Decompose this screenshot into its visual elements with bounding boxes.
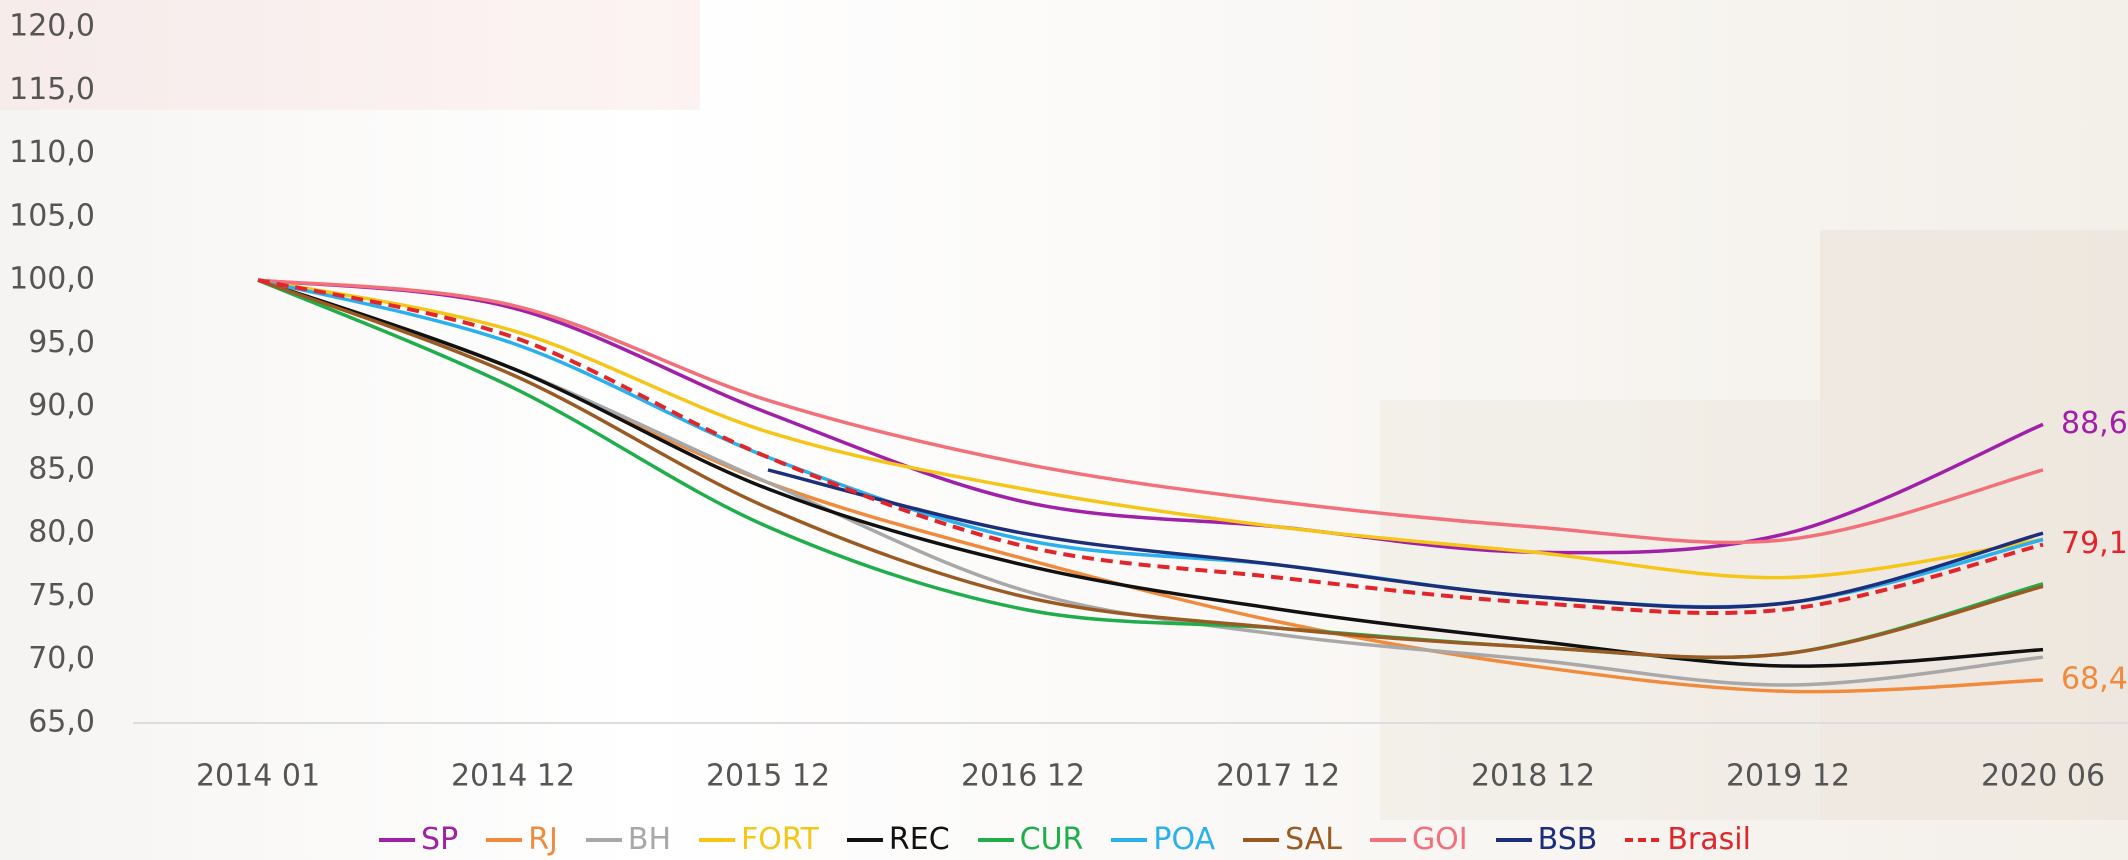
y-tick-label: 85,0 xyxy=(28,451,95,486)
y-tick-label: 110,0 xyxy=(9,135,95,170)
legend-swatch xyxy=(1625,837,1662,842)
legend-label: GOI xyxy=(1411,822,1468,857)
legend-label: BSB xyxy=(1537,822,1598,857)
series-line xyxy=(257,278,2044,580)
x-tick-label: 2018 12 xyxy=(1471,759,1595,794)
background-tint xyxy=(0,0,700,110)
data-label: 68,4 xyxy=(2061,661,2128,696)
y-tick-label: 100,0 xyxy=(9,262,95,297)
y-tick-label: 70,0 xyxy=(28,641,95,676)
data-label: 88,6 xyxy=(2061,406,2128,441)
legend-label: REC xyxy=(888,822,950,857)
data-label: 79,1 xyxy=(2061,526,2128,561)
legend-label: RJ xyxy=(528,822,558,857)
y-tick-label: 80,0 xyxy=(28,515,95,550)
legend-label: CUR xyxy=(1019,822,1084,857)
legend-label: POA xyxy=(1153,822,1216,857)
y-tick-label: 120,0 xyxy=(9,9,95,44)
y-tick-label: 75,0 xyxy=(28,578,95,613)
series-line xyxy=(257,278,2044,545)
x-tick-label: 2020 06 xyxy=(1981,759,2105,794)
legend-swatch xyxy=(585,837,622,842)
background-coins xyxy=(1820,230,2128,820)
legend-item: CUR xyxy=(976,822,1084,857)
y-tick-label: 95,0 xyxy=(28,325,95,360)
y-tick-label: 90,0 xyxy=(28,388,95,423)
x-tick-label: 2014 01 xyxy=(196,759,320,794)
legend: SP RJ BH FORT REC CUR POA SAL GOI BSB Brasil xyxy=(0,822,2128,857)
legend-swatch xyxy=(486,837,523,842)
legend-swatch xyxy=(699,837,736,842)
legend-item: REC xyxy=(845,822,950,857)
series-line xyxy=(257,278,2044,616)
y-tick-label: 65,0 xyxy=(28,705,95,740)
legend-swatch xyxy=(1111,837,1148,842)
legend-item: Brasil xyxy=(1623,822,1751,857)
legend-item: SAL xyxy=(1241,822,1342,857)
legend-label: SAL xyxy=(1285,822,1342,857)
legend-swatch xyxy=(1243,837,1280,842)
legend-item: SP xyxy=(377,822,458,857)
legend-label: BH xyxy=(627,822,672,857)
legend-label: Brasil xyxy=(1667,822,1751,857)
legend-item: BH xyxy=(584,822,671,857)
x-tick-label: 2019 12 xyxy=(1726,759,1850,794)
legend-swatch xyxy=(977,837,1014,842)
x-tick-label: 2016 12 xyxy=(961,759,1085,794)
legend-item: GOI xyxy=(1368,822,1468,857)
series-line xyxy=(767,468,2044,610)
x-tick-label: 2014 12 xyxy=(451,759,575,794)
legend-item: BSB xyxy=(1494,822,1598,857)
legend-label: SP xyxy=(421,822,459,857)
background-coins xyxy=(1380,400,1820,820)
legend-swatch xyxy=(379,837,416,842)
series-line xyxy=(257,278,2044,660)
x-tick-label: 2017 12 xyxy=(1216,759,1340,794)
y-tick-label: 105,0 xyxy=(9,198,95,233)
y-tick-label: 115,0 xyxy=(9,72,95,107)
chart: 65,0 70,0 75,0 80,0 85,0 90,0 95,0 100,0 105,0 11… xyxy=(0,0,2128,820)
legend-item: FORT xyxy=(697,822,819,857)
legend-swatch xyxy=(1369,837,1406,842)
series-line xyxy=(257,278,2044,668)
legend-label: FORT xyxy=(741,822,819,857)
x-tick-label: 2015 12 xyxy=(706,759,830,794)
legend-swatch xyxy=(1495,837,1532,842)
legend-item: POA xyxy=(1109,822,1215,857)
legend-swatch xyxy=(846,837,883,842)
legend-item: RJ xyxy=(484,822,558,857)
